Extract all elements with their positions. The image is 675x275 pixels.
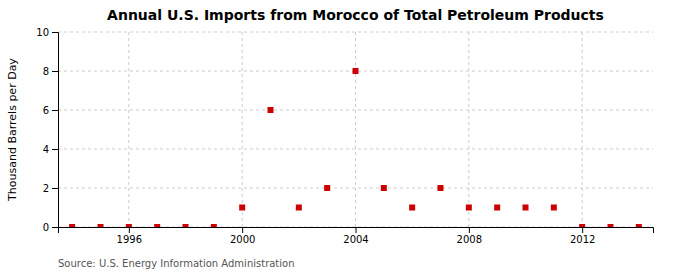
- tick-label: 2008: [457, 234, 482, 245]
- chart: 1996 2000 2004 2008 2012 0 2 4 6 8 10 Annual U.S. I…: [0, 0, 675, 275]
- tick-mark: [52, 188, 58, 189]
- point: [438, 185, 444, 191]
- y-axis: 0 2 4 6 8 10: [36, 27, 58, 233]
- plot-area: 1996 2000 2004 2008 2012 0 2 4 6 8 10: [36, 27, 653, 245]
- point: [353, 68, 359, 74]
- grid-line: [582, 32, 583, 227]
- point: [98, 224, 104, 227]
- point: [381, 185, 387, 191]
- tick-label: 2004: [343, 234, 368, 245]
- point: [636, 224, 642, 227]
- point: [608, 224, 614, 227]
- point: [268, 107, 274, 113]
- tick-label: 1996: [117, 234, 142, 245]
- tick-label: 0: [43, 222, 49, 233]
- tick: 2012: [570, 227, 595, 245]
- point: [154, 224, 160, 227]
- tick: 2008: [457, 227, 482, 245]
- annotation: Source: U.S. Energy Information Administ…: [58, 258, 295, 269]
- point: [409, 205, 415, 211]
- tick-mark: [356, 227, 357, 233]
- tick: 0: [43, 222, 58, 233]
- tick-mark: [52, 149, 58, 150]
- tick-mark: [582, 227, 583, 233]
- tick: 4: [43, 144, 58, 155]
- tick-mark: [242, 227, 243, 233]
- tick: 1996: [117, 227, 142, 245]
- points: [69, 68, 642, 227]
- tick: 2004: [343, 227, 368, 245]
- tick-label: 6: [43, 105, 49, 116]
- point: [211, 224, 217, 227]
- point: [466, 205, 472, 211]
- tick-mark: [52, 71, 58, 72]
- tick: 10: [36, 27, 58, 38]
- tick: 6: [43, 105, 58, 116]
- axis-line: [59, 228, 654, 234]
- grid: [58, 32, 653, 227]
- tick-label: 8: [43, 66, 49, 77]
- point: [324, 185, 330, 191]
- point: [183, 224, 189, 227]
- point: [494, 205, 500, 211]
- tick-label: 4: [43, 144, 49, 155]
- point: [579, 224, 585, 227]
- point: [296, 205, 302, 211]
- point: [126, 224, 132, 227]
- tick-label: 2000: [230, 234, 255, 245]
- tick-label: 2: [43, 183, 49, 194]
- tick: 2: [43, 183, 58, 194]
- tick-label: 2012: [570, 234, 595, 245]
- grid-line: [128, 32, 129, 227]
- tick-mark: [52, 110, 58, 111]
- point: [69, 224, 75, 227]
- grid-line: [355, 32, 356, 227]
- tick: 2000: [230, 227, 255, 245]
- title: Annual U.S. Imports from Morocco of Tota…: [107, 7, 604, 23]
- grid-line: [242, 32, 243, 227]
- tick: 8: [43, 66, 58, 77]
- tick-mark: [52, 227, 58, 228]
- tick-mark: [129, 227, 130, 233]
- tick-mark: [52, 32, 58, 33]
- tick-mark: [469, 227, 470, 233]
- tick-label: 10: [36, 27, 49, 38]
- y-axis-title: Thousand Barrels per Day: [6, 58, 19, 202]
- grid-line: [468, 32, 469, 227]
- point: [551, 205, 557, 211]
- axis-line: [52, 33, 59, 228]
- x-axis: 1996 2000 2004 2008 2012: [59, 227, 654, 245]
- point: [523, 205, 529, 211]
- point: [239, 205, 245, 211]
